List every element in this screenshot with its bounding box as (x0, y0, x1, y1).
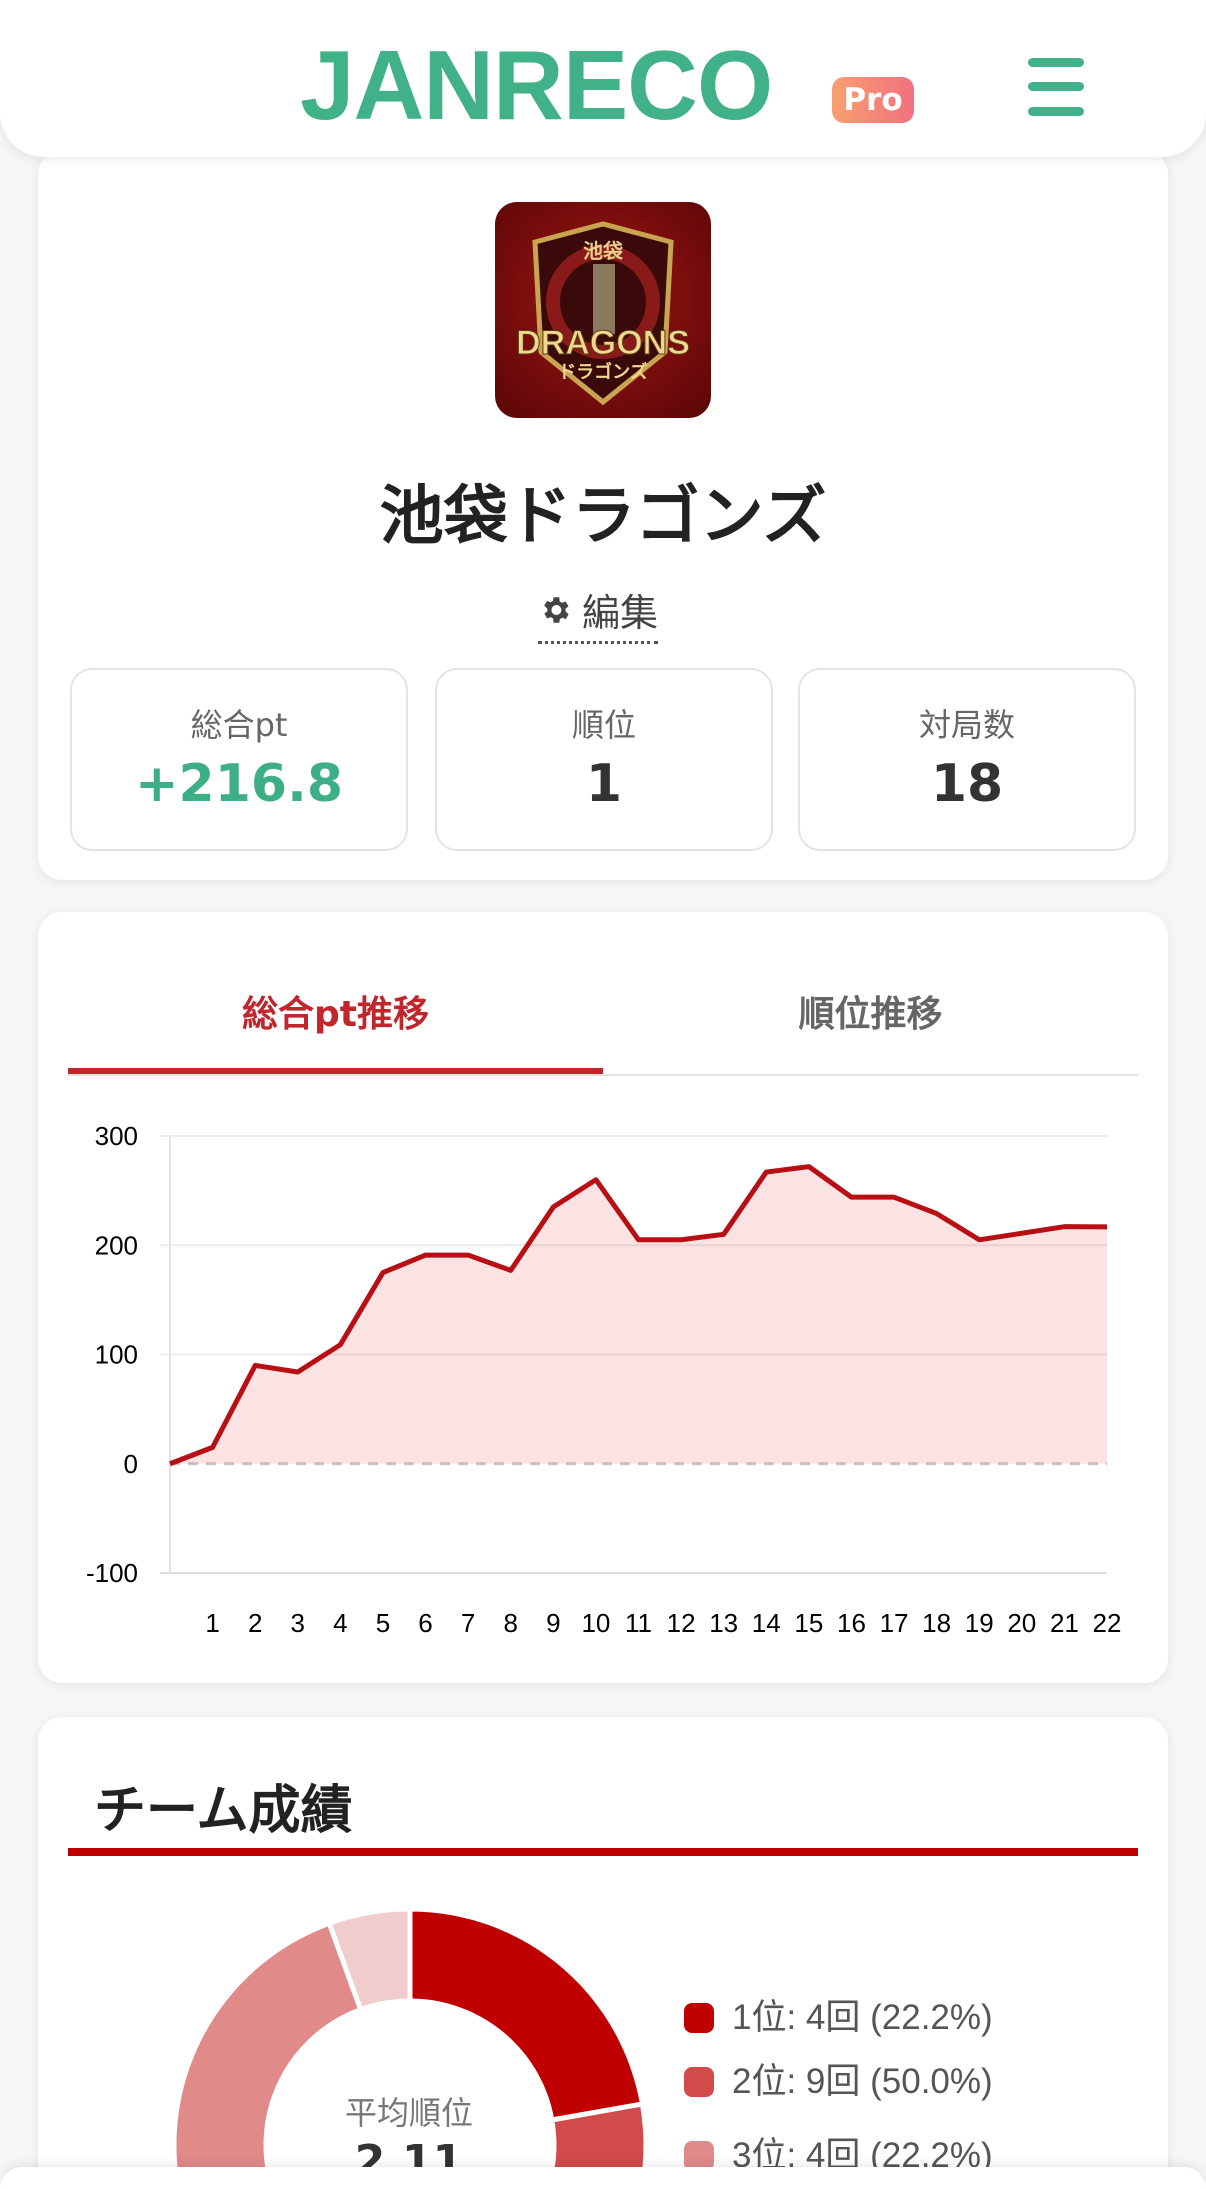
x-tick-label: 19 (965, 1608, 994, 1638)
x-tick-label: 11 (625, 1608, 652, 1638)
bottom-sheet (0, 2167, 1206, 2189)
x-tick-label: 15 (794, 1608, 823, 1638)
stat-games: 対局数 18 (798, 668, 1136, 851)
x-tick-label: 14 (752, 1608, 781, 1638)
edit-label: 編集 (582, 591, 659, 635)
tab-indicator (68, 1068, 603, 1074)
section-title: チーム成績 (94, 1781, 353, 1841)
legend-swatch (684, 2141, 714, 2171)
stat-total-pt: 総合pt +216.8 (70, 668, 408, 851)
x-tick-label: 5 (376, 1608, 390, 1638)
tab-divider (68, 1074, 1138, 1076)
chart-card (38, 912, 1168, 1683)
x-tick-label: 1 (205, 1608, 219, 1638)
y-tick-label: -100 (86, 1558, 138, 1588)
team-name: 池袋ドラゴンズ (379, 480, 827, 554)
legend-label: 1位: 4回 (22.2%) (732, 1998, 993, 2037)
svg-text:池袋: 池袋 (583, 239, 624, 263)
x-tick-label: 6 (418, 1608, 432, 1638)
x-tick-label: 9 (546, 1608, 560, 1638)
team-logo: 池袋 DRAGONS ドラゴンズ (495, 202, 711, 418)
y-tick-label: 100 (95, 1340, 138, 1370)
app-logo[interactable]: JANRECO (300, 30, 773, 140)
x-tick-label: 2 (248, 1608, 262, 1638)
avg-rank-label: 平均順位 (344, 2094, 473, 2132)
svg-text:ドラゴンズ: ドラゴンズ (558, 361, 648, 383)
y-tick-label: 0 (124, 1449, 138, 1479)
x-tick-label: 8 (503, 1608, 517, 1638)
legend-label: 2位: 9回 (50.0%) (732, 2062, 993, 2101)
app-header: JANRECO Pro (0, 0, 1206, 157)
x-tick-label: 13 (709, 1608, 738, 1638)
x-tick-label: 20 (1007, 1608, 1036, 1638)
stat-label: 総合pt (190, 706, 288, 744)
x-tick-label: 18 (922, 1608, 951, 1638)
tab-rank[interactable]: 順位推移 (798, 994, 943, 1035)
x-tick-label: 3 (291, 1608, 305, 1638)
stat-label: 順位 (571, 706, 636, 744)
stat-value: +216.8 (134, 754, 344, 814)
stat-value: 1 (585, 754, 623, 814)
gear-icon (544, 596, 569, 623)
x-tick-label: 12 (667, 1608, 696, 1638)
tab-total-pt[interactable]: 総合pt推移 (242, 994, 429, 1035)
stat-value: 18 (930, 754, 1004, 814)
legend-item: 2位: 9回 (50.0%) (684, 2062, 993, 2102)
x-tick-label: 21 (1050, 1608, 1079, 1638)
x-tick-label: 7 (461, 1608, 475, 1638)
legend-swatch (684, 2003, 714, 2033)
legend-swatch (684, 2067, 714, 2097)
donut-slice (407, 1906, 646, 2123)
x-tick-label: 4 (333, 1608, 347, 1638)
donut-slice (326, 1906, 413, 2013)
x-tick-label: 17 (880, 1608, 909, 1638)
legend-item: 1位: 4回 (22.2%) (684, 1998, 993, 2038)
y-tick-label: 300 (95, 1121, 138, 1151)
x-tick-label: 16 (837, 1608, 866, 1638)
pro-badge: Pro (832, 77, 914, 123)
stat-label: 対局数 (918, 706, 1015, 744)
x-tick-label: 22 (1093, 1608, 1122, 1638)
area-fill (170, 1166, 1107, 1464)
hamburger-icon[interactable] (1028, 58, 1084, 116)
series-line (169, 1164, 1108, 1467)
svg-text:DRAGONS: DRAGONS (516, 324, 690, 362)
edit-button[interactable]: 編集 (538, 582, 659, 644)
y-tick-label: 200 (95, 1230, 138, 1260)
stat-rank: 順位 1 (435, 668, 773, 851)
section-underline (68, 1848, 1138, 1856)
x-tick-label: 10 (581, 1608, 610, 1638)
